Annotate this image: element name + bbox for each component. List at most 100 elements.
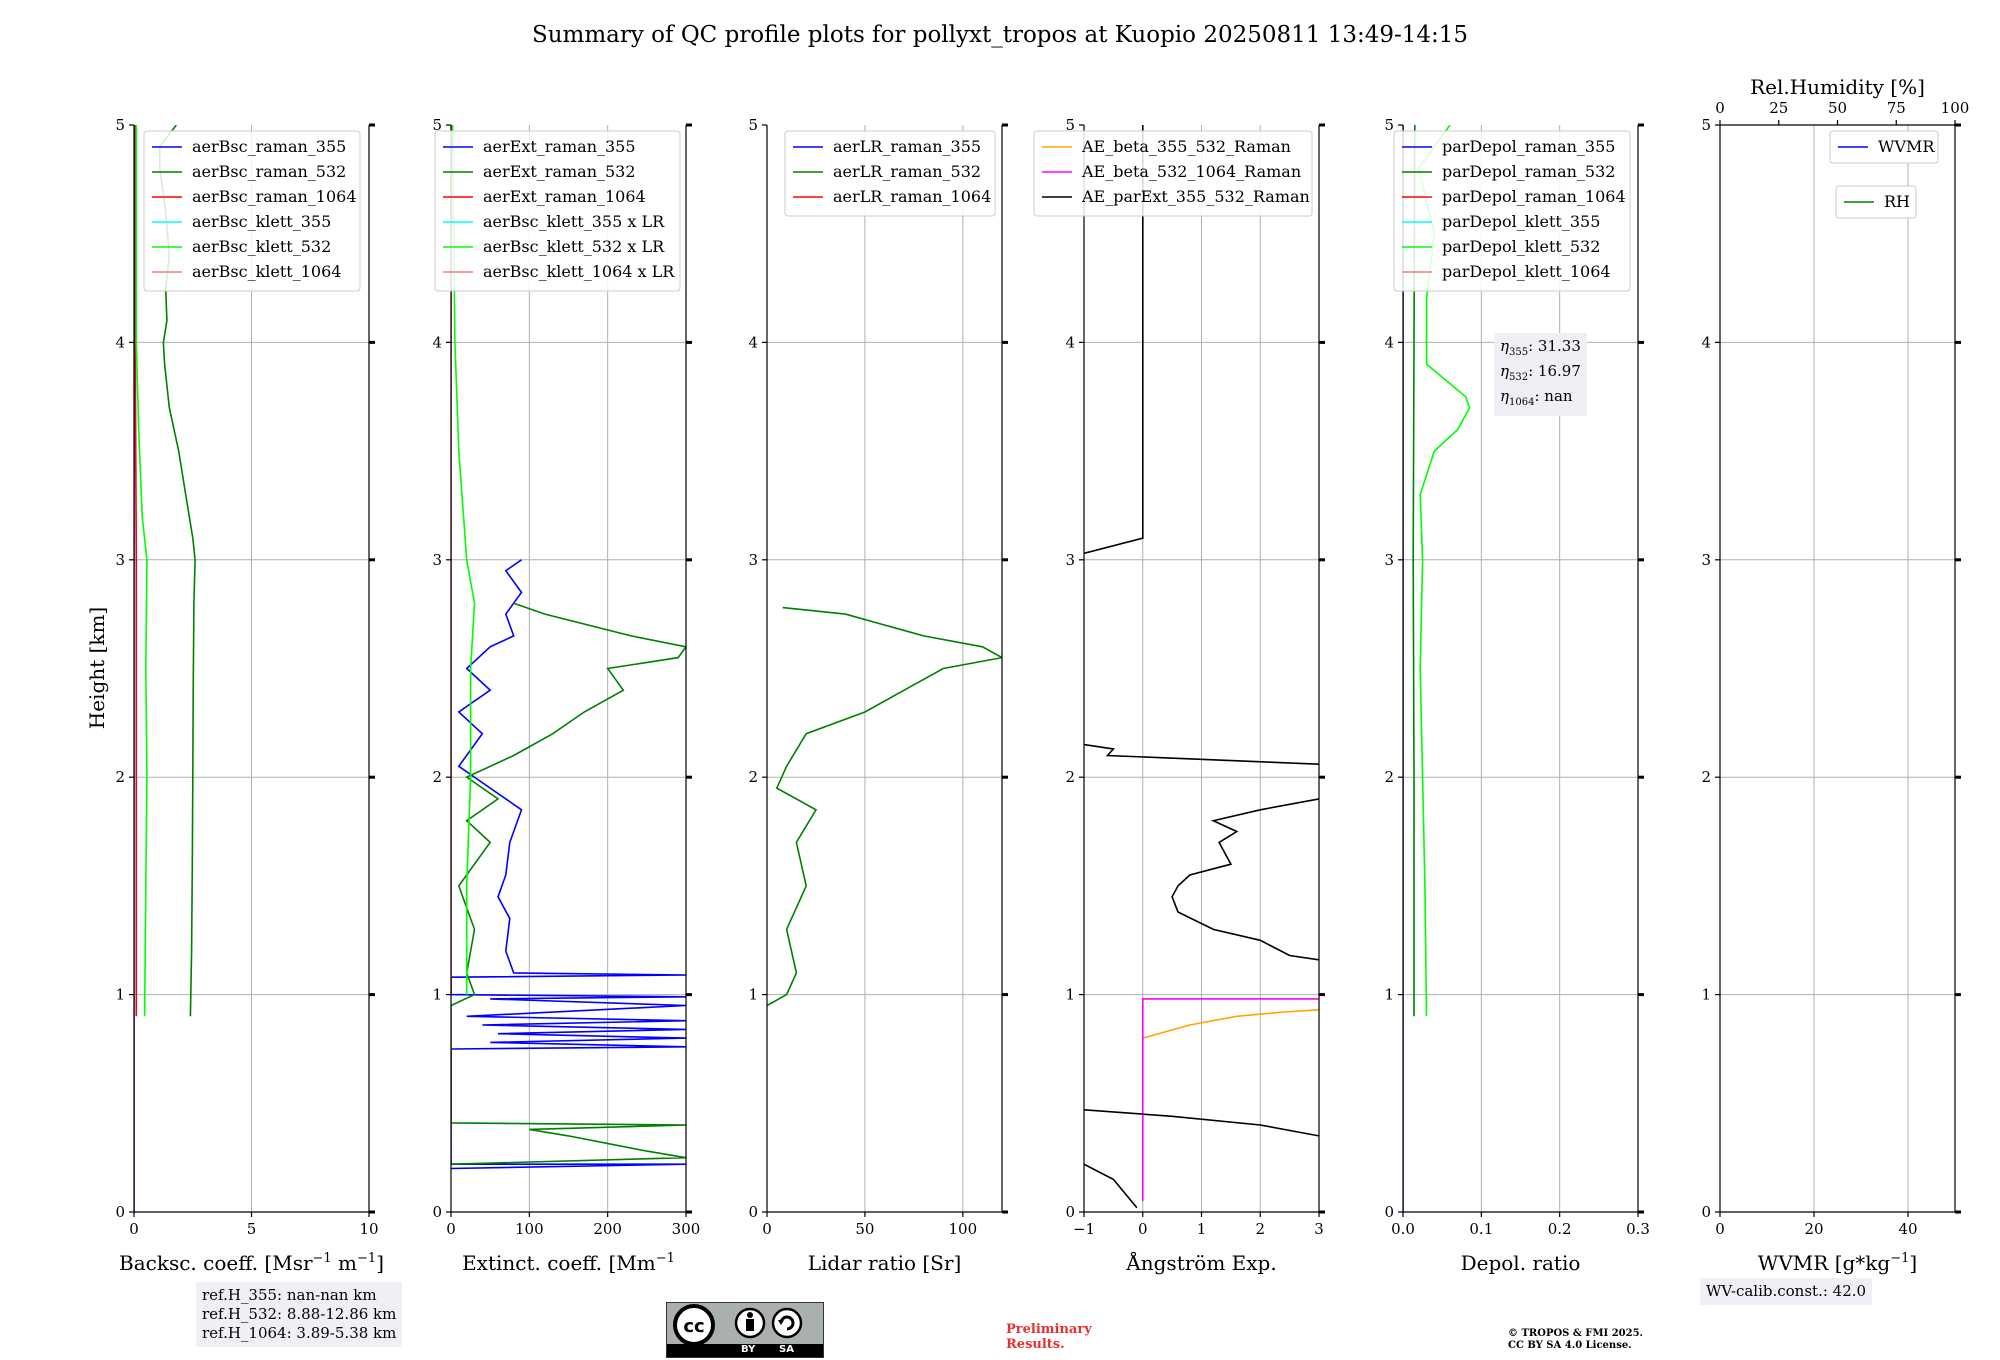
x-tick-label: 5 <box>247 1220 257 1238</box>
legend-label: AE_beta_532_1064_Raman <box>1081 162 1301 181</box>
wv-calib-value: WV-calib.const.: 42.0 <box>1706 1282 1867 1300</box>
x-tick-label: −1 <box>1073 1220 1095 1238</box>
series-aerLR_raman_532 <box>767 606 1002 1007</box>
cc-logo-icon: cc <box>673 1304 803 1345</box>
panel-5: 0 1 2 3 4 5 0.0 0.1 0.2 0.3 Depol. ratio parDepol_r… <box>1384 116 1649 1275</box>
legend-label: aerLR_raman_1064 <box>833 187 991 206</box>
cc-bottom-bar: BY SA <box>667 1344 823 1357</box>
x-axis-label: WVMR [g*kg−1] <box>1758 1251 1917 1275</box>
x-tick-label: 40 <box>1898 1220 1917 1238</box>
y-tick-label: 5 <box>432 116 442 134</box>
y-tick-label: 0 <box>1701 1203 1711 1221</box>
y-tick-label: 5 <box>1701 116 1711 134</box>
series-AE_parExt_355_532_Raman_d <box>1084 743 1319 765</box>
legend-label: aerBsc_klett_1064 x LR <box>483 262 675 281</box>
y-tick-label: 3 <box>1701 551 1711 569</box>
x-tick-label: 50 <box>855 1220 874 1238</box>
legend-label: parDepol_raman_532 <box>1442 162 1615 181</box>
top-x-axis-label: Rel.Humidity [%] <box>1750 75 1925 99</box>
wv-calib-box: WV-calib.const.: 42.0 <box>1700 1278 1873 1305</box>
y-tick-label: 1 <box>1701 986 1711 1004</box>
legend-frame <box>1835 185 1917 219</box>
y-tick-label: 5 <box>115 116 125 134</box>
legend-label: aerBsc_klett_532 x LR <box>483 237 665 256</box>
y-tick-label: 4 <box>1384 333 1394 351</box>
series-aerBsc_klett_532 x LR <box>451 125 476 995</box>
y-tick-label: 3 <box>432 551 442 569</box>
x-tick-label: 0 <box>762 1220 772 1238</box>
series-aerBsc_raman_1064 <box>134 125 138 1017</box>
eta-355-row: η355: 31.33 <box>1500 337 1581 358</box>
x-tick-label: 10 <box>359 1220 378 1238</box>
y-tick-label: 2 <box>1384 768 1394 786</box>
y-tick-label: 0 <box>1065 1203 1075 1221</box>
legend: aerBsc_raman_355 aerBsc_raman_532 aerBsc_r… <box>143 130 361 292</box>
x-tick-label: 0.3 <box>1626 1220 1650 1238</box>
x-axis-label: Lidar ratio [Sr] <box>808 1251 962 1275</box>
series-AE_parExt_355_532_Raman <box>1084 1163 1138 1209</box>
legend-frame <box>1393 130 1631 292</box>
y-tick-label: 5 <box>1065 116 1075 134</box>
eta-1064-value: nan <box>1544 387 1573 405</box>
y-tick-label: 0 <box>432 1203 442 1221</box>
legend-label: aerExt_raman_1064 <box>483 187 646 206</box>
series-AE_beta_355_532_Raman <box>1142 1009 1319 1039</box>
legend-label: aerBsc_klett_1064 <box>192 262 341 281</box>
y-tick-label: 3 <box>748 551 758 569</box>
legend-label: parDepol_klett_1064 <box>1442 262 1611 281</box>
eta-532-row: η532: 16.97 <box>1500 362 1581 383</box>
x-tick-label: 100 <box>515 1220 544 1238</box>
copyright-line-2: CC BY SA 4.0 License. <box>1508 1340 1632 1351</box>
legend-label: parDepol_klett_355 <box>1442 212 1600 231</box>
legend-label: aerBsc_klett_355 <box>192 212 331 231</box>
y-tick-label: 5 <box>1384 116 1394 134</box>
y-tick-label: 2 <box>748 768 758 786</box>
series-aerExt_raman_532 <box>451 602 686 1165</box>
eta-532-value: 16.97 <box>1537 362 1581 380</box>
top-x-tick-label: 75 <box>1887 99 1906 117</box>
series-AE_parExt_355_532_Raman_c <box>1171 798 1319 961</box>
y-tick-label: 3 <box>1065 551 1075 569</box>
legend-frame <box>1829 130 1939 164</box>
y-tick-label: 5 <box>748 116 758 134</box>
series-AE_parExt_355_532_Raman_b <box>1084 1109 1319 1137</box>
legend-label: AE_beta_355_532_Raman <box>1081 137 1291 156</box>
y-tick-label: 4 <box>1701 333 1711 351</box>
svg-text:cc: cc <box>683 1316 704 1337</box>
top-x-tick-label: 0 <box>1715 99 1725 117</box>
preliminary-line-2: Results. <box>1006 1337 1065 1352</box>
top-x-tick-label: 25 <box>1769 99 1788 117</box>
legend-label: WVMR <box>1878 137 1935 156</box>
series-AE_parExt_355_532_Raman_e <box>1084 125 1144 555</box>
preliminary-line-1: Preliminary <box>1006 1322 1092 1337</box>
legend-label: aerLR_raman_355 <box>833 137 981 156</box>
y-tick-label: 2 <box>1065 768 1075 786</box>
top-x-tick-label: 50 <box>1828 99 1847 117</box>
x-tick-label: 0 <box>1715 1220 1725 1238</box>
x-tick-label: 20 <box>1804 1220 1823 1238</box>
x-axis-label: Extinct. coeff. [Mm−1 <box>462 1251 675 1275</box>
legend: aerLR_raman_355 aerLR_raman_532 aerLR_rama… <box>784 130 996 217</box>
eta-1064-row: η1064: nan <box>1500 387 1573 408</box>
x-axis-label: Ångström Exp. <box>1125 1250 1276 1275</box>
x-tick-label: 200 <box>593 1220 622 1238</box>
x-tick-label: 1 <box>1197 1220 1207 1238</box>
x-tick-label: 100 <box>949 1220 978 1238</box>
y-tick-label: 3 <box>1384 551 1394 569</box>
legend-wvmr: WVMR <box>1829 130 1939 164</box>
x-tick-label: 2 <box>1255 1220 1265 1238</box>
x-tick-label: 0 <box>129 1220 139 1238</box>
x-tick-label: 0 <box>446 1220 456 1238</box>
legend-label: parDepol_klett_532 <box>1442 237 1600 256</box>
legend-label: AE_parExt_355_532_Raman <box>1081 187 1310 206</box>
panel-2: 0 1 2 3 4 5 0 100 200 300 Extinct. coeff. [Mm−1 aer… <box>432 116 700 1275</box>
x-tick-label: 3 <box>1314 1220 1324 1238</box>
y-tick-label: 2 <box>432 768 442 786</box>
y-tick-label: 4 <box>1065 333 1075 351</box>
ref-h-532: ref.H_532: 8.88-12.86 km <box>202 1305 397 1323</box>
panel-1: 0 1 2 3 4 5 0 5 10 Backsc. coeff. [Msr−1 m−1] aerB… <box>115 116 384 1275</box>
y-tick-label: 4 <box>748 333 758 351</box>
